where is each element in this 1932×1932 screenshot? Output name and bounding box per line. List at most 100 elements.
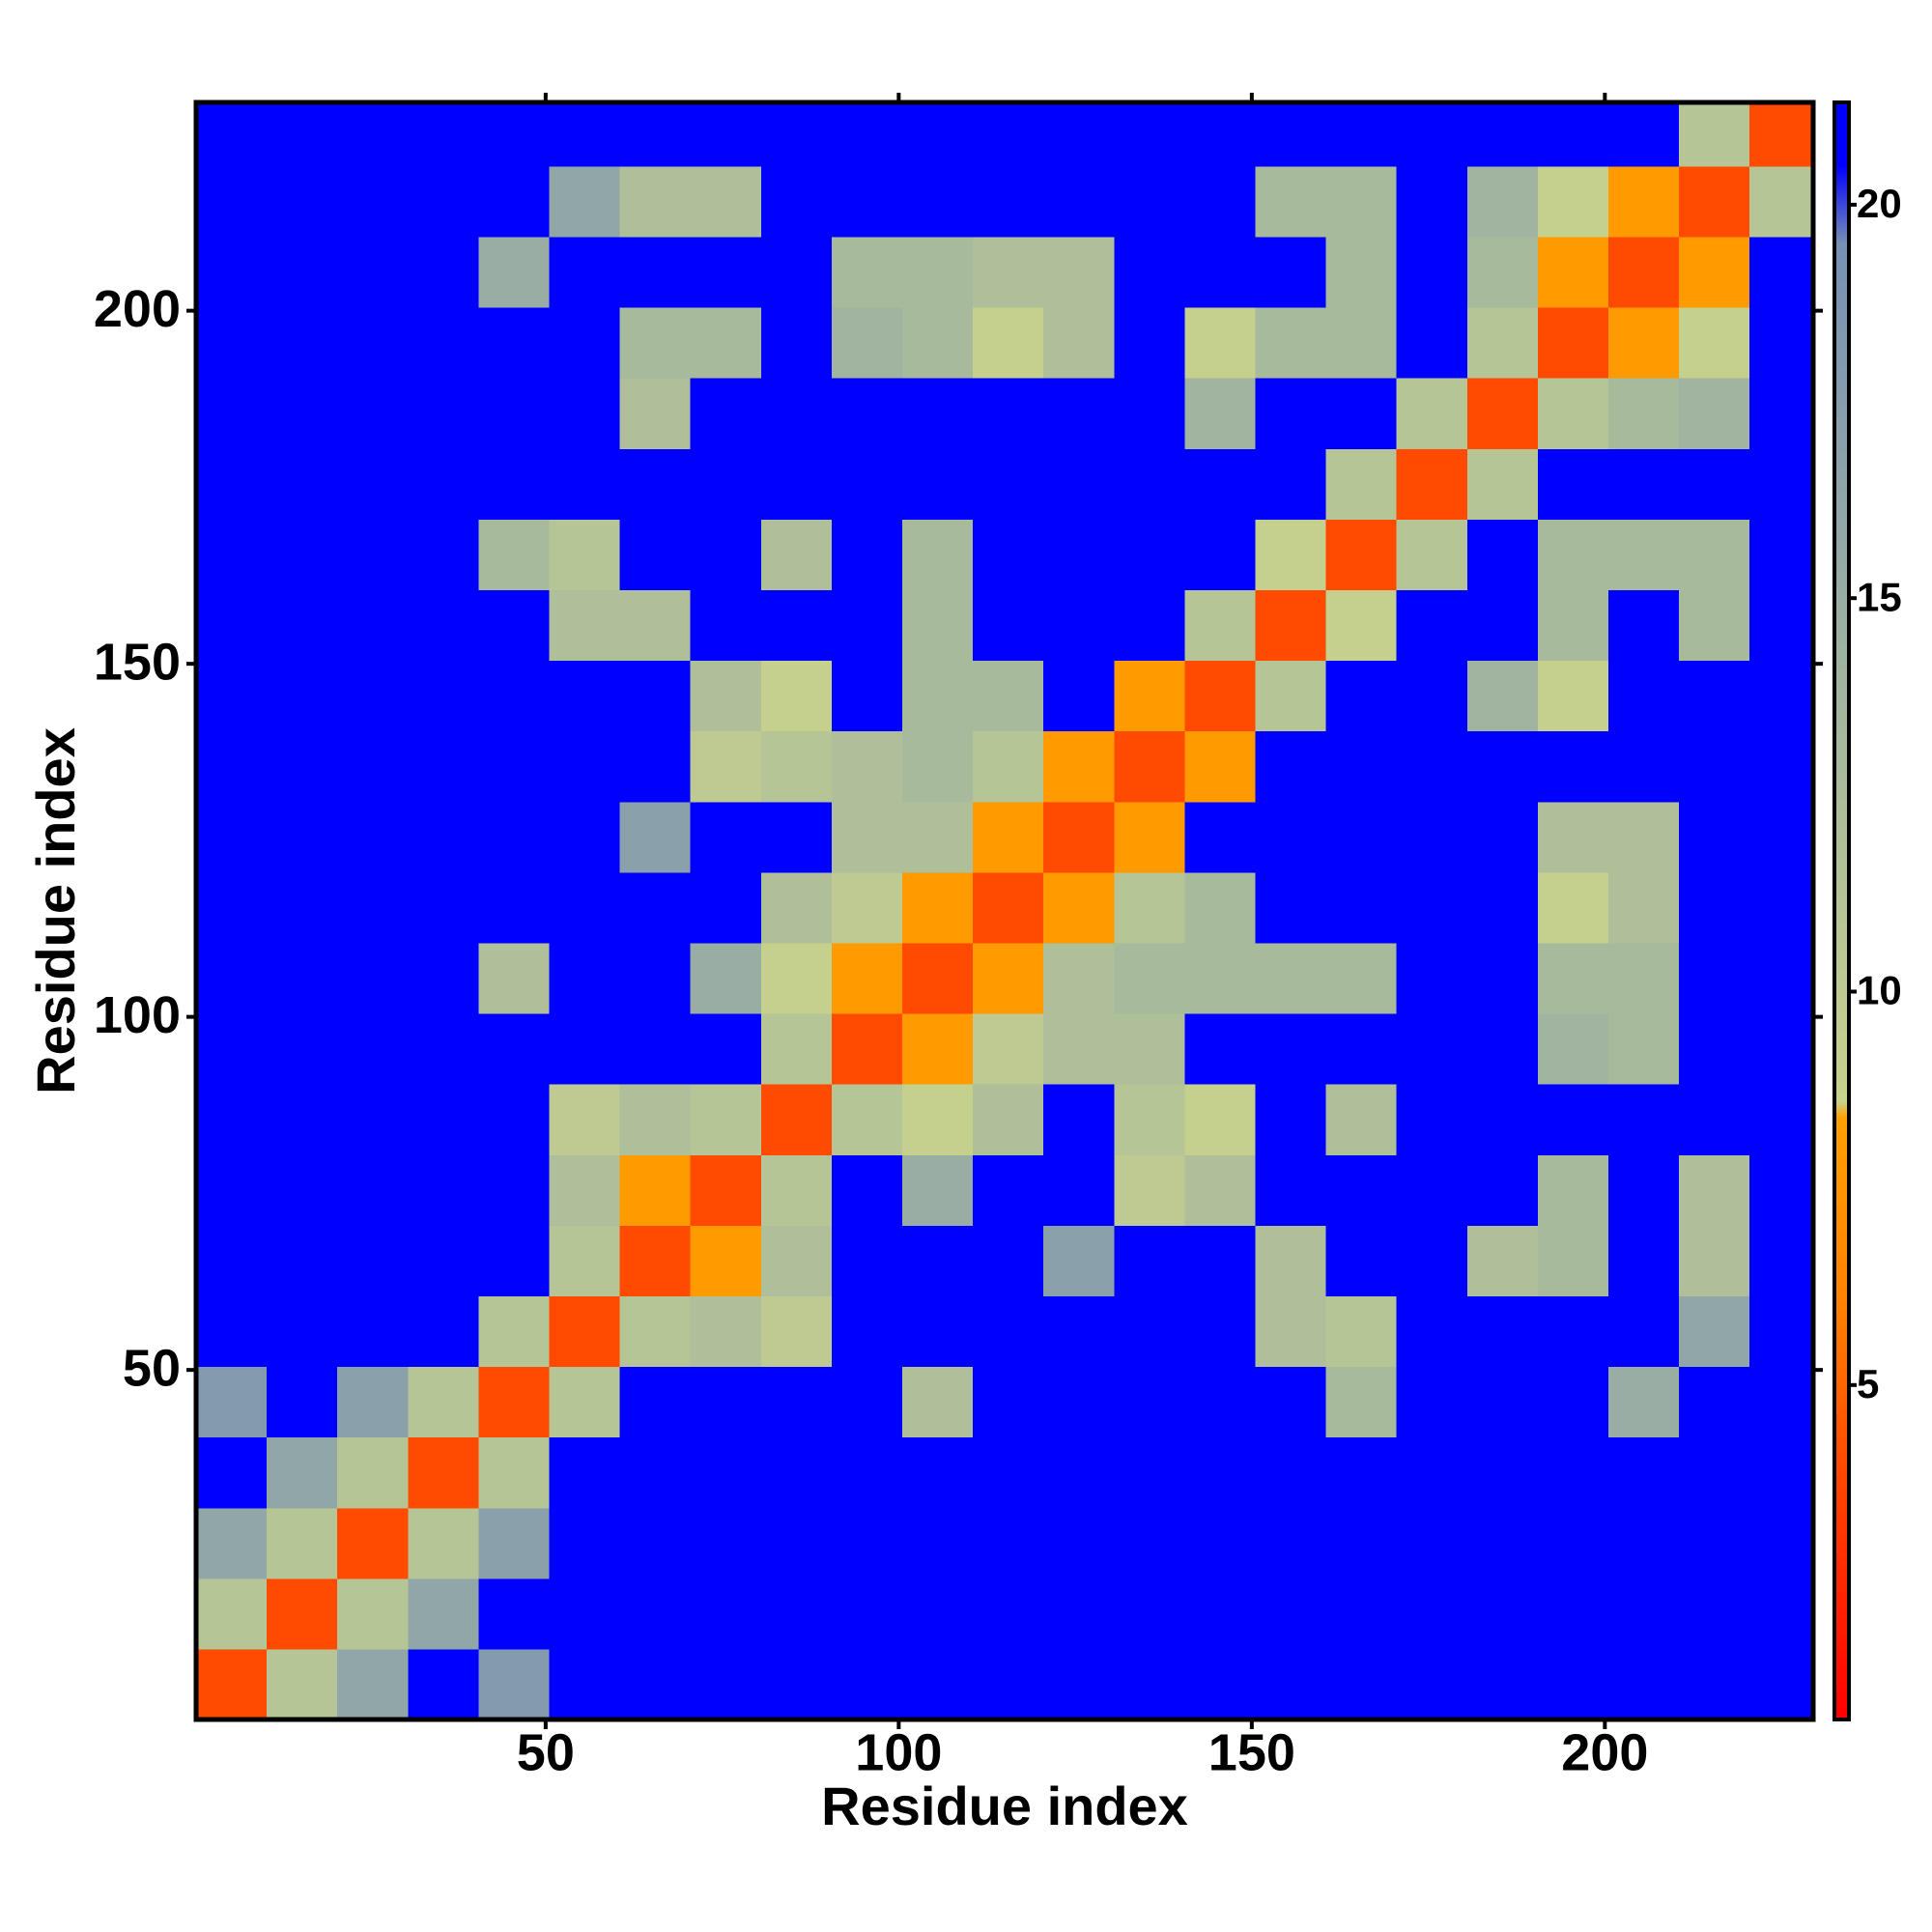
heatmap-cell	[196, 942, 268, 1014]
heatmap-cell	[831, 1154, 903, 1226]
heatmap-cell	[196, 1295, 268, 1368]
heatmap-cell	[1608, 1648, 1680, 1720]
heatmap-cell	[267, 1577, 338, 1650]
heatmap-cell	[478, 871, 551, 944]
heatmap-cell	[831, 1366, 903, 1438]
heatmap-cell	[1608, 1436, 1680, 1509]
heatmap-cell	[478, 1012, 551, 1085]
heatmap-cell	[1466, 589, 1539, 662]
heatmap-cell	[196, 378, 268, 449]
heatmap-cell	[619, 1225, 692, 1296]
heatmap-cell	[973, 1366, 1044, 1438]
heatmap-cell	[1749, 519, 1814, 590]
heatmap-cell	[196, 589, 268, 662]
heatmap-cell	[337, 1084, 409, 1155]
heatmap-cell	[267, 1012, 338, 1085]
heatmap-cell	[973, 1295, 1044, 1368]
heatmap-cell	[1114, 1577, 1186, 1650]
heatmap-cell	[408, 660, 480, 732]
heatmap-cell	[1043, 1295, 1115, 1368]
heatmap-cell	[196, 1366, 268, 1438]
heatmap-cell	[549, 730, 621, 803]
heatmap-cell	[619, 519, 692, 590]
heatmap-cell	[831, 1084, 903, 1155]
heatmap-cell	[619, 165, 692, 238]
heatmap-cell	[902, 1436, 974, 1509]
heatmap-cell	[549, 589, 621, 662]
heatmap-cell	[1396, 448, 1468, 520]
heatmap-cell	[1466, 1507, 1539, 1579]
heatmap-cell	[478, 942, 551, 1014]
heatmap-cell	[549, 1295, 621, 1368]
heatmap-cell	[337, 1507, 409, 1579]
heatmap-cell	[1537, 378, 1609, 449]
heatmap-cell	[1184, 1577, 1257, 1650]
heatmap-cell	[1749, 102, 1814, 167]
heatmap-cell	[478, 448, 551, 520]
plot-frame	[193, 99, 1816, 1722]
heatmap-cell	[902, 801, 974, 873]
heatmap-cell	[690, 1507, 762, 1579]
heatmap-cell	[196, 306, 268, 379]
heatmap-cell	[1114, 306, 1186, 379]
heatmap-cell	[1466, 660, 1539, 732]
heatmap-cell	[1255, 730, 1327, 803]
heatmap-cell	[1043, 942, 1115, 1014]
heatmap-cell	[1749, 1366, 1814, 1438]
heatmap-cell	[549, 165, 621, 238]
heatmap-cell	[1537, 165, 1609, 238]
heatmap-cell	[1114, 1507, 1186, 1579]
heatmap-cell	[1043, 660, 1115, 732]
heatmap-cell	[760, 730, 833, 803]
heatmap-cell	[196, 448, 268, 520]
heatmap-cell	[973, 306, 1044, 379]
heatmap-cell	[1679, 660, 1750, 732]
heatmap-cell	[973, 165, 1044, 238]
heatmap-cell	[337, 1648, 409, 1720]
heatmap-cell	[408, 102, 480, 167]
heatmap-cell	[408, 589, 480, 662]
heatmap-cell	[1114, 942, 1186, 1014]
heatmap-cell	[831, 589, 903, 662]
heatmap-cell	[1114, 1225, 1186, 1296]
heatmap-cell	[1255, 1507, 1327, 1579]
colorbar-tick-label: 15	[1857, 574, 1902, 619]
y-axis-title: Residue index	[25, 727, 86, 1094]
heatmap-cell	[902, 1225, 974, 1296]
heatmap-cell	[1325, 1084, 1398, 1155]
heatmap-cell	[408, 1436, 480, 1509]
heatmap-cell	[1396, 1648, 1468, 1720]
heatmap-cell	[1396, 1225, 1468, 1296]
heatmap-cell	[1043, 1084, 1115, 1155]
heatmap-cell	[1184, 1507, 1257, 1579]
heatmap-cell	[619, 801, 692, 873]
heatmap-cell	[760, 1436, 833, 1509]
heatmap-cell	[902, 871, 974, 944]
heatmap-cell	[1608, 730, 1680, 803]
heatmap-cell	[902, 660, 974, 732]
heatmap-cell	[267, 801, 338, 873]
heatmap-cell	[1114, 660, 1186, 732]
heatmap-cell	[1537, 871, 1609, 944]
heatmap-cell	[1679, 1507, 1750, 1579]
heatmap-cell	[1749, 1295, 1814, 1368]
y-tick-label: 50	[123, 1339, 181, 1397]
heatmap-cell	[1114, 871, 1186, 944]
heatmap-cell	[408, 165, 480, 238]
heatmap-cell	[1396, 306, 1468, 379]
heatmap-cell	[690, 306, 762, 379]
heatmap-cell	[1043, 730, 1115, 803]
heatmap-cell	[902, 730, 974, 803]
heatmap-cell	[1466, 871, 1539, 944]
heatmap-cell	[196, 1436, 268, 1509]
heatmap-cell	[196, 1507, 268, 1579]
heatmap-cell	[1396, 378, 1468, 449]
x-tick-label: 200	[1561, 1723, 1648, 1781]
heatmap-cell	[619, 448, 692, 520]
heatmap-cell	[1325, 801, 1398, 873]
heatmap-cell	[478, 236, 551, 308]
heatmap-cell	[1325, 1577, 1398, 1650]
heatmap-cell	[1608, 1507, 1680, 1579]
heatmap-cell	[1043, 801, 1115, 873]
heatmap-cell	[760, 942, 833, 1014]
